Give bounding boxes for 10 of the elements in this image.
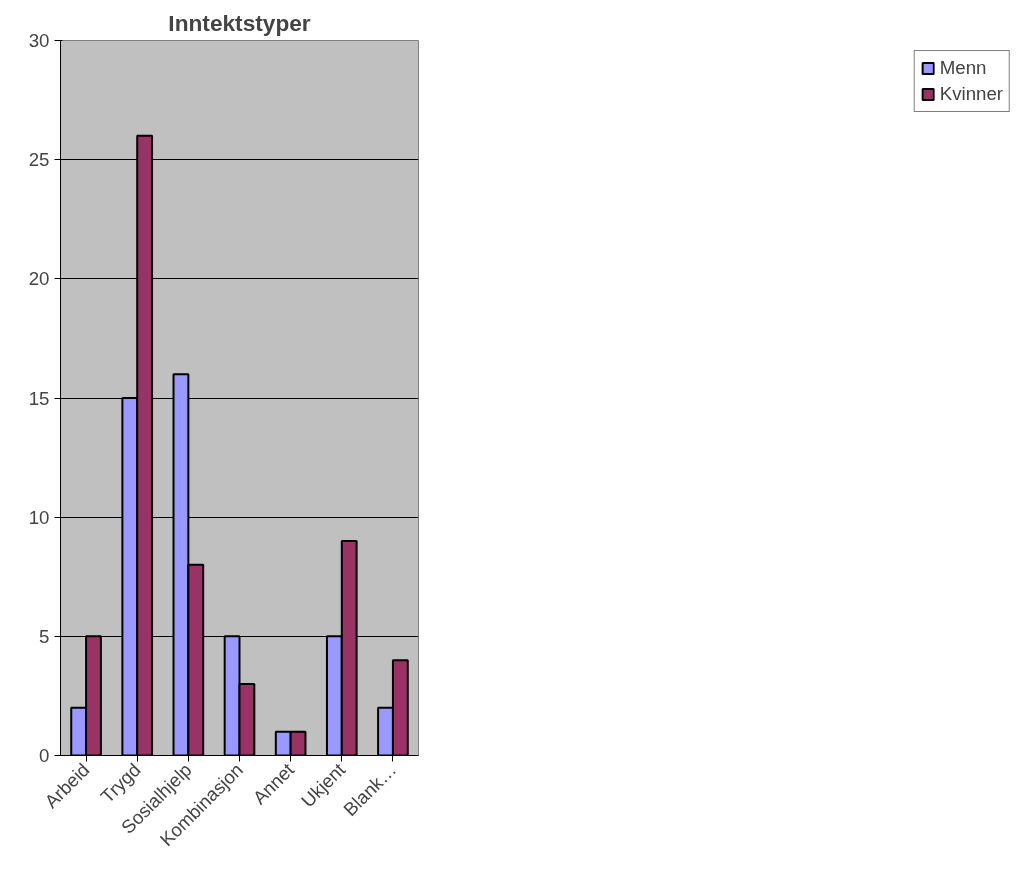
y-tick-label: 20: [28, 268, 50, 290]
y-tick-label: 25: [28, 149, 50, 171]
legend-label: Kvinner: [939, 83, 1003, 105]
y-tick-label: 15: [28, 387, 50, 409]
y-tick-label: 0: [39, 745, 50, 766]
legend-label: Menn: [939, 57, 987, 79]
chart-title: Inntektstyper: [168, 9, 311, 36]
y-tick-label: 10: [28, 506, 50, 528]
y-tick-label: 30: [28, 30, 50, 51]
y-tick-label: 5: [39, 625, 50, 647]
